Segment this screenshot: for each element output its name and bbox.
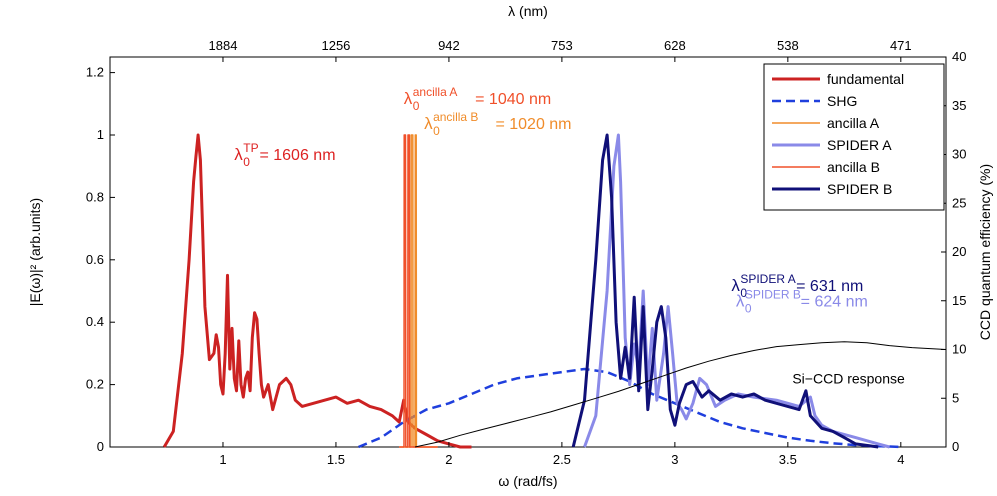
top-axis-label: λ (nm) <box>508 3 548 19</box>
series-line-spider-b <box>571 133 879 449</box>
top-tick-label: 471 <box>890 38 912 53</box>
y-tick-label-right: 15 <box>952 293 966 308</box>
x-tick-label: 1 <box>219 452 226 467</box>
series-line-shg <box>358 367 901 449</box>
x-tick-label: 4 <box>897 452 904 467</box>
y-tick-label-right: 25 <box>952 195 966 210</box>
annotation-subscript: 0 <box>433 124 440 138</box>
x-tick-label: 2.5 <box>553 452 571 467</box>
y-tick-label-left: 1.2 <box>86 65 104 80</box>
y-tick-label-right: 5 <box>952 390 959 405</box>
top-tick-label: 942 <box>438 38 460 53</box>
top-tick-label: 753 <box>551 38 573 53</box>
y-tick-label-left: 0 <box>97 439 104 454</box>
series-line-fundamental <box>162 133 472 449</box>
y-tick-label-right: 0 <box>952 439 959 454</box>
top-tick-label: 1884 <box>209 38 238 53</box>
annotation-value: = 631 nm <box>796 278 863 295</box>
annotation-lambda: λ <box>731 276 740 295</box>
y-tick-label-left: 0.4 <box>86 314 104 329</box>
annotation-lambda: λ <box>404 89 413 108</box>
annotation-value: = 1020 nm <box>495 116 571 133</box>
series-layer <box>162 133 947 449</box>
annotation-subscript: 0 <box>740 286 747 300</box>
legend: fundamental SHG ancilla A SPIDER A ancilla B… <box>763 63 945 211</box>
legend-label-ancilla-a: ancilla A <box>827 115 880 131</box>
y-tick-label-left: 0.6 <box>86 252 104 267</box>
y-axis-label-right: CCD quantum efficiency (%) <box>977 164 993 340</box>
x-tick-label: 2 <box>445 452 452 467</box>
legend-label-spider-b: SPIDER B <box>827 181 892 197</box>
annotation-superscript: ancilla A <box>413 85 458 99</box>
si-ccd-response-label: Si−CCD response <box>792 370 905 386</box>
annotation-subscript: 0 <box>243 155 250 169</box>
legend-label-ancilla-b: ancilla B <box>827 159 880 175</box>
y-axis-label-left: |E(ω)|² (arb.units) <box>27 198 43 306</box>
y-tick-label-left: 0.8 <box>86 189 104 204</box>
y-tick-label-right: 35 <box>952 98 966 113</box>
annotation-value: = 1606 nm <box>259 147 335 164</box>
annotation-value: = 624 nm <box>801 294 868 311</box>
y-tick-label-right: 40 <box>952 49 966 64</box>
legend-label-spider-a: SPIDER A <box>827 137 892 153</box>
annotation-lambda: λ <box>736 292 745 311</box>
x-tick-label: 3.5 <box>779 452 797 467</box>
annotation-subscript: 0 <box>745 302 752 316</box>
annotation: λ 0TP = 1606 nm <box>234 141 335 169</box>
annotation-superscript: TP <box>243 141 258 155</box>
x-axis-label: ω (rad/fs) <box>498 473 557 489</box>
y-tick-label-left: 1 <box>97 127 104 142</box>
legend-label-fundamental: fundamental <box>827 71 904 87</box>
ticks-layer: 1 1.5 2 2.5 3 3.5 4 1884 1256 942 753 628 538 471 0 0.2… <box>86 38 967 467</box>
series-line-si-ccd-response <box>414 341 947 448</box>
top-tick-label: 628 <box>664 38 686 53</box>
top-tick-label: 1256 <box>321 38 350 53</box>
y-tick-label-right: 30 <box>952 147 966 162</box>
annotation-superscript: ancilla B <box>433 110 478 124</box>
series-line-ancilla-b <box>399 134 438 448</box>
top-tick-label: 538 <box>777 38 799 53</box>
x-tick-label: 1.5 <box>327 452 345 467</box>
legend-label-shg: SHG <box>827 93 857 109</box>
annotation-value: = 1040 nm <box>475 91 551 108</box>
y-tick-label-right: 20 <box>952 244 966 259</box>
y-tick-label-left: 0.2 <box>86 377 104 392</box>
annotation-lambda: λ <box>234 145 243 164</box>
annotation-subscript: 0 <box>413 99 420 113</box>
annotation-superscript: SPIDER A <box>740 272 795 286</box>
y-tick-label-right: 10 <box>952 342 966 357</box>
annotation-lambda: λ <box>424 114 433 133</box>
legend-box <box>763 63 945 211</box>
x-tick-label: 3 <box>671 452 678 467</box>
annotation-superscript: SPIDER B <box>745 288 801 302</box>
